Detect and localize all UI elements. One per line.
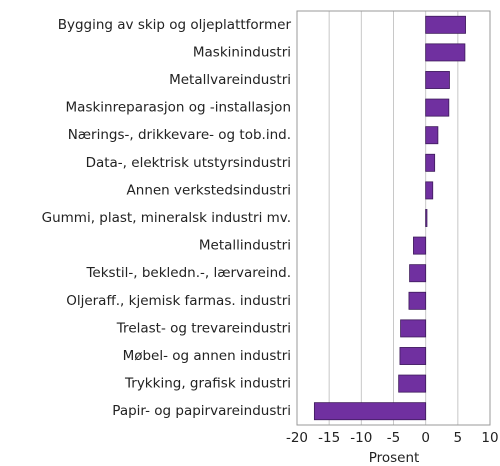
x-tick-label: -5: [387, 430, 400, 446]
bar: [425, 209, 428, 227]
x-axis-label: Prosent: [369, 450, 420, 466]
y-tick-label: Maskinindustri: [193, 44, 291, 60]
y-tick-label: Møbel- og annen industri: [123, 348, 291, 364]
bar: [425, 126, 439, 145]
y-tick-label: Oljeraff., kjemisk farmas. industri: [66, 293, 291, 309]
bar: [409, 264, 427, 283]
x-tick-label: -10: [350, 430, 372, 446]
y-tick-label: Bygging av skip og oljeplattformer: [58, 17, 292, 33]
y-tick-label: Metallindustri: [199, 238, 291, 254]
y-tick-label: Annen verkstedsindustri: [127, 182, 291, 198]
y-tick-label: Trykking, grafisk industri: [124, 376, 291, 392]
x-tick-label: 0: [421, 430, 430, 446]
bar: [408, 291, 427, 310]
bar: [413, 236, 427, 255]
x-tick-label: 10: [481, 430, 498, 446]
bar: [425, 153, 436, 172]
bar: [400, 319, 427, 338]
x-tick-label: 5: [454, 430, 463, 446]
y-tick-label: Gummi, plast, mineralsk industri mv.: [42, 210, 291, 226]
y-tick-label: Data-, elektrisk utstyrsindustri: [86, 155, 291, 171]
y-tick-label: Nærings-, drikkevare- og tob.ind.: [68, 127, 291, 143]
y-tick-label: Metallvareindustri: [169, 72, 291, 88]
y-tick-label: Trelast- og trevareindustri: [116, 320, 291, 336]
bar: [399, 347, 427, 365]
x-tick-label: -15: [318, 430, 340, 446]
plot-frame: [296, 10, 491, 426]
bar: [425, 181, 434, 200]
bar: [313, 402, 427, 421]
x-tick-label: -20: [286, 430, 308, 446]
bar: [425, 15, 466, 34]
bar: [425, 98, 450, 117]
bar: [425, 71, 450, 89]
y-tick-label: Tekstil-, bekledn.-, lærvareind.: [85, 265, 291, 281]
bar: [398, 374, 427, 393]
y-tick-label: Maskinreparasjon og -installasjon: [66, 100, 291, 116]
bar: [425, 43, 466, 62]
y-tick-label: Papir- og papirvareindustri: [112, 403, 291, 419]
